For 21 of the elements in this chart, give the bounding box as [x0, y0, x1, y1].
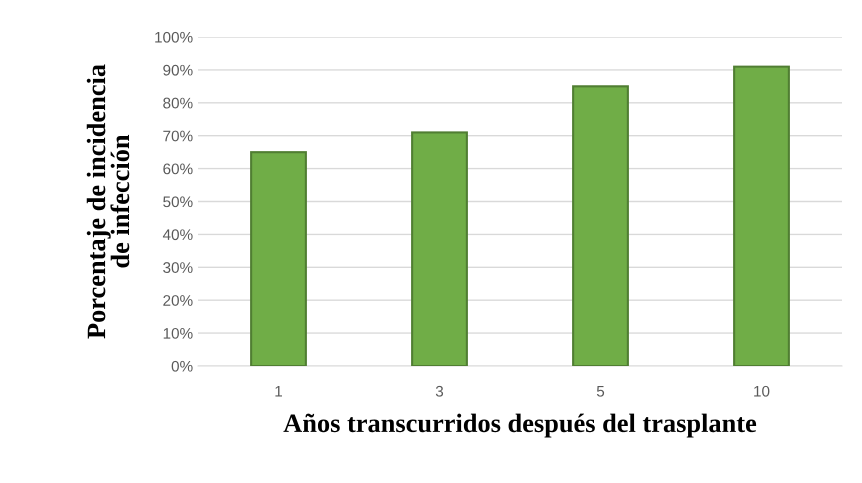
- y-tick-label: 20%: [163, 295, 193, 306]
- y-tick-label: 60%: [163, 163, 193, 174]
- x-tick-label: 10: [754, 386, 770, 397]
- y-tick-label: 40%: [162, 229, 193, 240]
- y-tick-label: 90%: [163, 64, 193, 76]
- y-tick-label: 70%: [163, 130, 193, 142]
- x-tick-label: 1: [275, 386, 282, 397]
- y-tick-label: 50%: [163, 196, 193, 208]
- y-axis-title: Porcentaje de incidencia de infección: [86, 64, 130, 339]
- bar: [733, 66, 790, 366]
- bar: [250, 151, 307, 366]
- y-tick-label: 10%: [164, 328, 193, 339]
- bar: [572, 85, 629, 366]
- y-tick-label: 30%: [163, 262, 193, 273]
- y-tick-label: 100%: [155, 32, 193, 43]
- y-tick-label: 80%: [163, 98, 193, 108]
- x-axis-title: Años transcurridos después del trasplante: [283, 414, 756, 438]
- x-tick-label: 3: [436, 386, 444, 397]
- y-tick-label: 0%: [172, 360, 193, 372]
- x-tick-label: 5: [596, 386, 604, 397]
- bar: [411, 131, 468, 366]
